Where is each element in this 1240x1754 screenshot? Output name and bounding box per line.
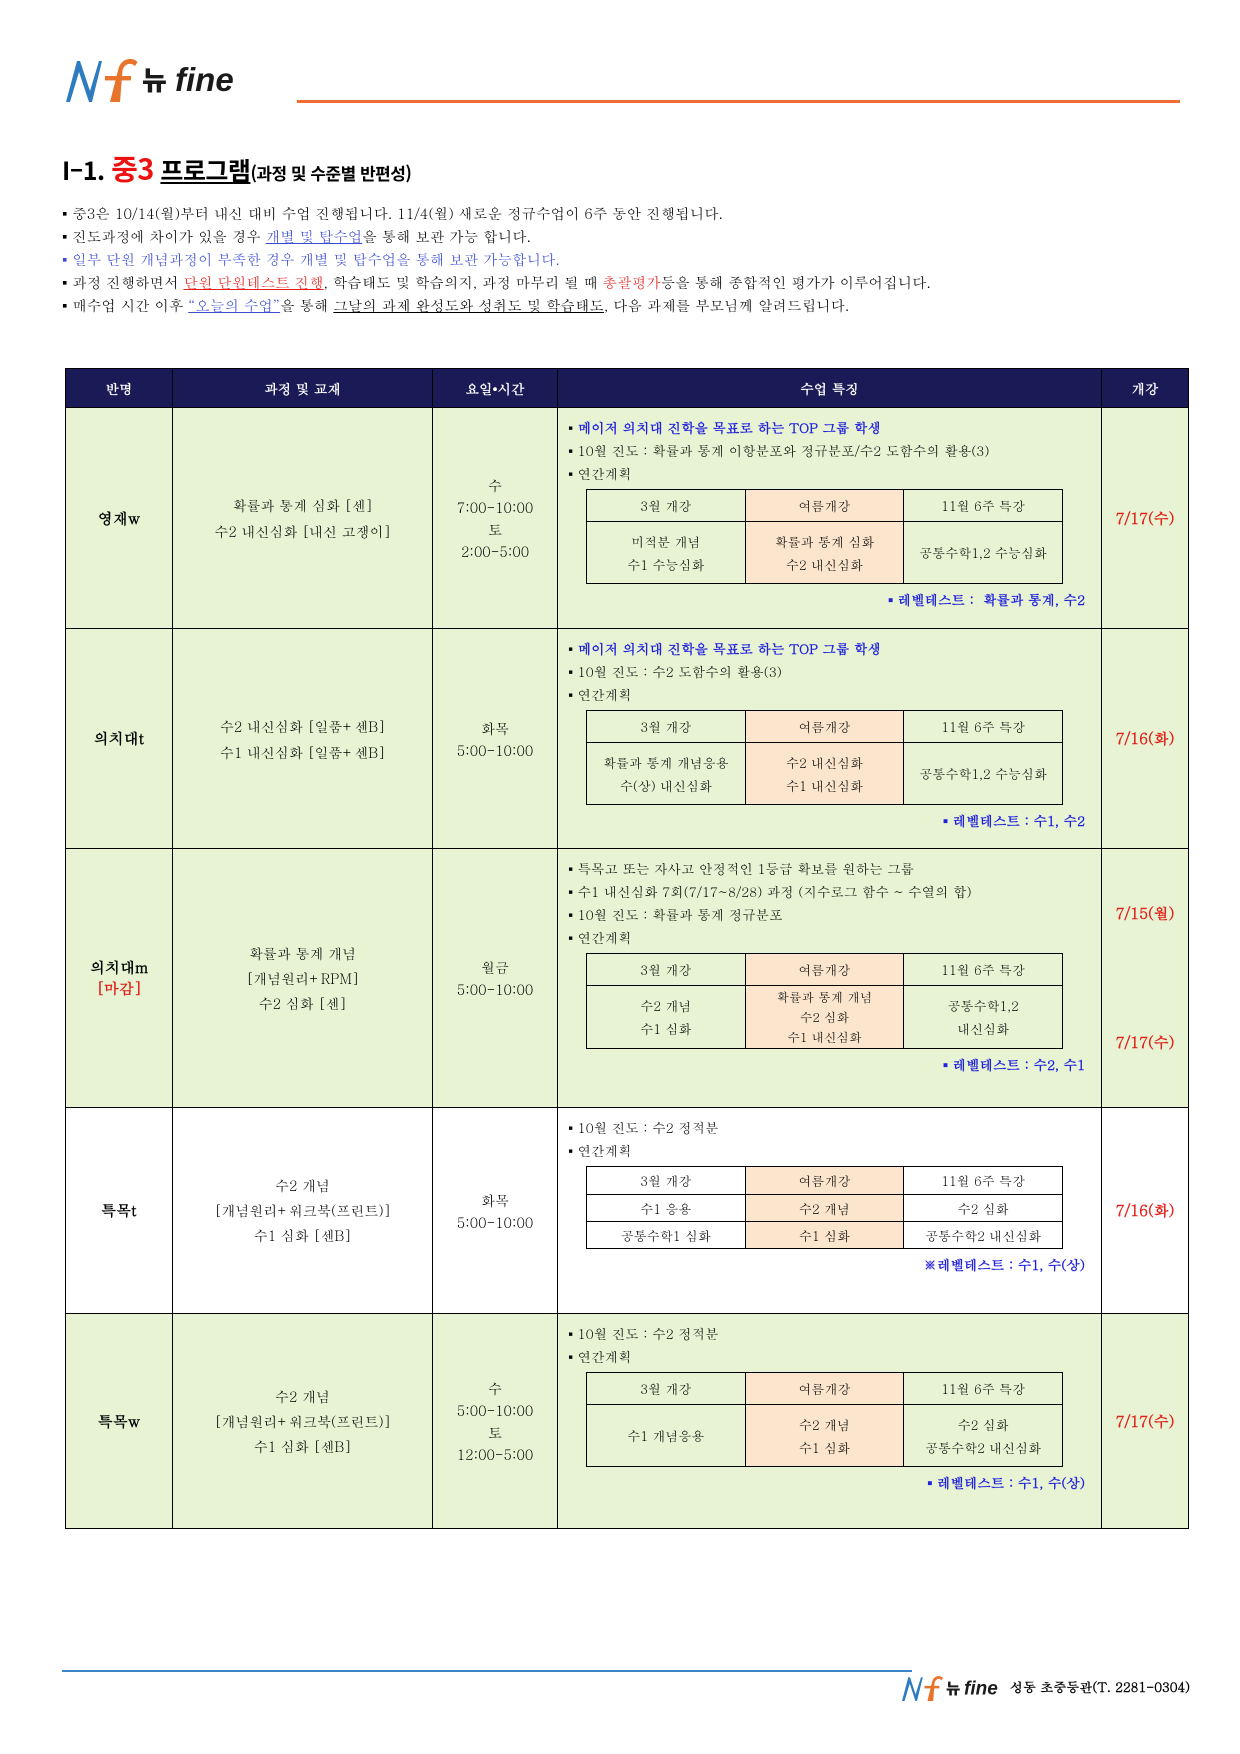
svg-text:fine: fine [964, 1679, 998, 1700]
svg-text:뉴: 뉴 [142, 59, 167, 98]
svg-text:뉴: 뉴 [946, 1677, 960, 1699]
svg-text:fine: fine [175, 61, 234, 98]
